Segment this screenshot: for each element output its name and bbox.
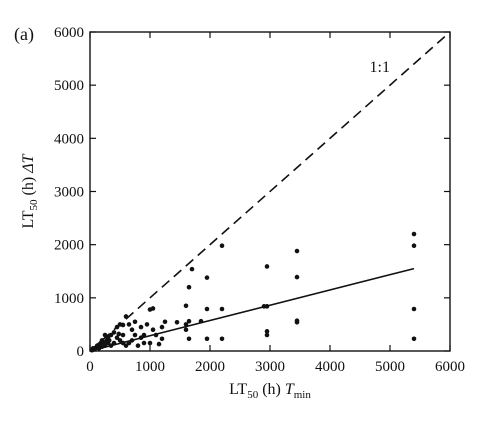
data-point [411,336,417,342]
data-point [123,314,129,319]
data-point [261,304,267,309]
data-point [111,330,117,335]
data-point [117,322,123,327]
data-point [264,264,270,269]
x-tick-label: 1000 [135,359,165,375]
y-axis-label-symbol: ΔT [20,153,37,173]
y-tick-label: 6000 [54,25,84,41]
fit-line [89,267,415,352]
data-point [294,274,300,280]
data-point [174,319,180,325]
y-axis-label-base: LT [20,210,37,228]
data-point [294,248,300,254]
data-point [189,266,195,272]
data-point [204,306,210,312]
data-point [159,324,165,330]
data-point [106,338,112,343]
data-point [183,303,189,309]
data-point [150,327,156,333]
y-tick-label: 1000 [54,291,84,307]
x-axis-label: LT50 (h) Tmin [229,381,311,401]
data-point [153,332,159,338]
data-point [186,318,192,324]
x-tick-label: 3000 [255,359,285,375]
data-point [411,243,417,249]
data-point [129,338,135,343]
x-tick-label: 2000 [195,359,225,375]
data-point [162,319,168,325]
data-point [135,343,141,348]
data-point [264,332,270,338]
y-axis-label: LT50 (h) ΔT [20,153,40,228]
data-point [183,327,189,333]
panel-label: (a) [14,24,34,45]
data-point [117,338,123,343]
x-tick-label: 6000 [435,359,465,375]
data-point [156,341,162,347]
data-point [204,336,210,342]
y-tick-label: 4000 [54,131,84,147]
data-point [114,335,120,341]
data-point [294,319,300,325]
data-point [204,275,210,280]
x-axis-label-rest: (h) [258,381,285,398]
data-point [108,332,114,338]
data-point [123,343,129,348]
y-axis-label-rest: (h) [20,173,37,200]
data-point [120,340,126,346]
data-point [159,336,165,342]
data-point [219,306,225,312]
data-point [126,340,132,346]
data-point [138,335,144,341]
y-tick-label: 5000 [54,78,84,94]
data-point [186,336,192,342]
data-point [183,322,189,327]
data-point [132,319,138,325]
x-tick-label: 4000 [315,359,345,375]
data-point [141,332,147,338]
y-tick-label: 2000 [54,238,84,254]
y-tick-label: 3000 [54,185,84,201]
data-point [129,327,135,333]
data-point [101,340,107,345]
data-point [219,336,225,342]
x-axis-label-symbol: T [285,381,295,398]
data-point [147,340,153,346]
x-axis-label-symbol-sub: min [294,389,312,401]
data-point [116,331,122,337]
y-axis-label-sub: 50 [28,199,40,211]
data-point [141,340,147,346]
data-point [144,322,150,327]
x-tick-label: 5000 [375,359,405,375]
data-point [114,324,120,330]
data-point [186,284,192,290]
data-point [147,307,153,312]
data-point [120,332,126,338]
data-point [138,324,144,330]
data-point [411,231,417,237]
x-tick-label: 0 [86,359,94,375]
data-point [102,332,108,338]
x-axis-label-base: LT [229,381,247,398]
x-axis-label-sub: 50 [247,389,259,401]
data-point [219,243,225,249]
data-point [108,343,114,348]
data-point [411,306,417,312]
reference-line-1-1 [89,31,451,352]
data-point [111,340,117,346]
data-point [198,318,204,324]
data-point [264,329,270,334]
reference-line-label: 1:1 [370,59,390,76]
y-tick-label: 0 [77,344,85,360]
data-point [126,322,132,327]
data-point [132,332,138,338]
